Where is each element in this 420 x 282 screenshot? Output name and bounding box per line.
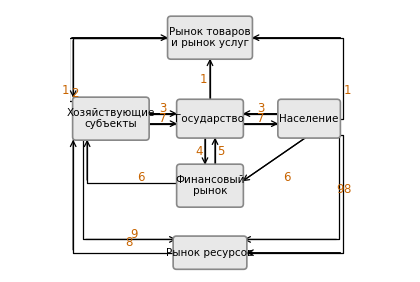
Text: 6: 6 <box>284 171 291 184</box>
Text: 8: 8 <box>125 235 133 248</box>
Text: Население: Население <box>279 114 339 124</box>
Text: 4: 4 <box>196 145 203 158</box>
FancyBboxPatch shape <box>168 16 252 59</box>
Text: Финансовый
рынок: Финансовый рынок <box>175 175 245 197</box>
Text: 9: 9 <box>130 228 138 241</box>
Text: 1: 1 <box>61 84 69 97</box>
Text: 3: 3 <box>257 102 264 115</box>
Text: 6: 6 <box>137 171 144 184</box>
Text: 8: 8 <box>344 183 351 196</box>
Text: 9: 9 <box>336 183 344 196</box>
Text: Хозяйствующие
субъекты: Хозяйствующие субъекты <box>67 108 155 129</box>
FancyBboxPatch shape <box>173 236 247 269</box>
Text: 3: 3 <box>159 102 167 115</box>
Text: Рынок ресурсов: Рынок ресурсов <box>166 248 254 258</box>
Text: 7: 7 <box>257 112 264 125</box>
FancyBboxPatch shape <box>177 164 243 207</box>
Text: 5: 5 <box>217 145 224 158</box>
Text: Рынок товаров
и рынок услуг: Рынок товаров и рынок услуг <box>169 27 251 49</box>
FancyBboxPatch shape <box>278 99 340 138</box>
Text: Государство: Государство <box>176 114 244 124</box>
FancyBboxPatch shape <box>177 99 243 138</box>
FancyBboxPatch shape <box>73 97 149 140</box>
Text: 2: 2 <box>71 87 78 100</box>
Text: 1: 1 <box>343 84 351 97</box>
Text: 1: 1 <box>200 73 207 86</box>
Text: 7: 7 <box>159 112 167 125</box>
